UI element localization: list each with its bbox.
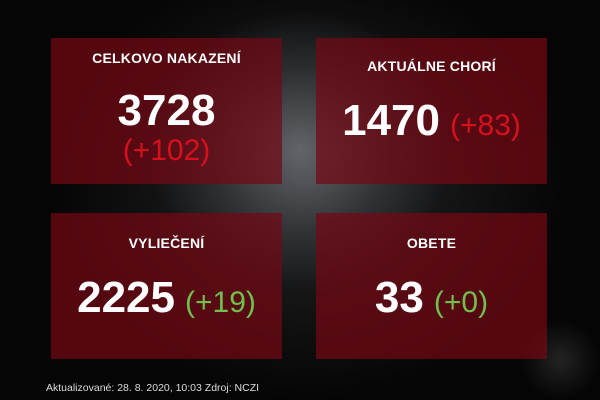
card-value: 3728 xyxy=(117,86,216,135)
card-delta: (+102) xyxy=(122,134,211,167)
card-label: OBETE xyxy=(406,235,457,251)
card-value: 1470 xyxy=(342,96,440,145)
card-delta: (+19) xyxy=(185,286,256,319)
card-delta: (+0) xyxy=(433,286,489,319)
card-recovered: VYLIEČENÍ 2225 (+19) xyxy=(51,213,282,359)
card-deaths: OBETE 33 (+0) xyxy=(316,213,547,359)
card-value: 33 xyxy=(374,273,424,322)
update-source-footer: Aktualizované: 28. 8. 2020, 10:03 Zdroj:… xyxy=(46,382,260,394)
card-label: CELKOVO NAKAZENÍ xyxy=(92,50,241,66)
card-label: AKTUÁLNE CHORÍ xyxy=(367,58,496,74)
card-total-infected: CELKOVO NAKAZENÍ 3728 (+102) xyxy=(51,38,282,184)
card-value: 2225 xyxy=(77,273,175,322)
card-currently-ill: AKTUÁLNE CHORÍ 1470 (+83) xyxy=(316,38,547,184)
card-delta: (+83) xyxy=(450,109,521,142)
card-label: VYLIEČENÍ xyxy=(128,235,205,251)
